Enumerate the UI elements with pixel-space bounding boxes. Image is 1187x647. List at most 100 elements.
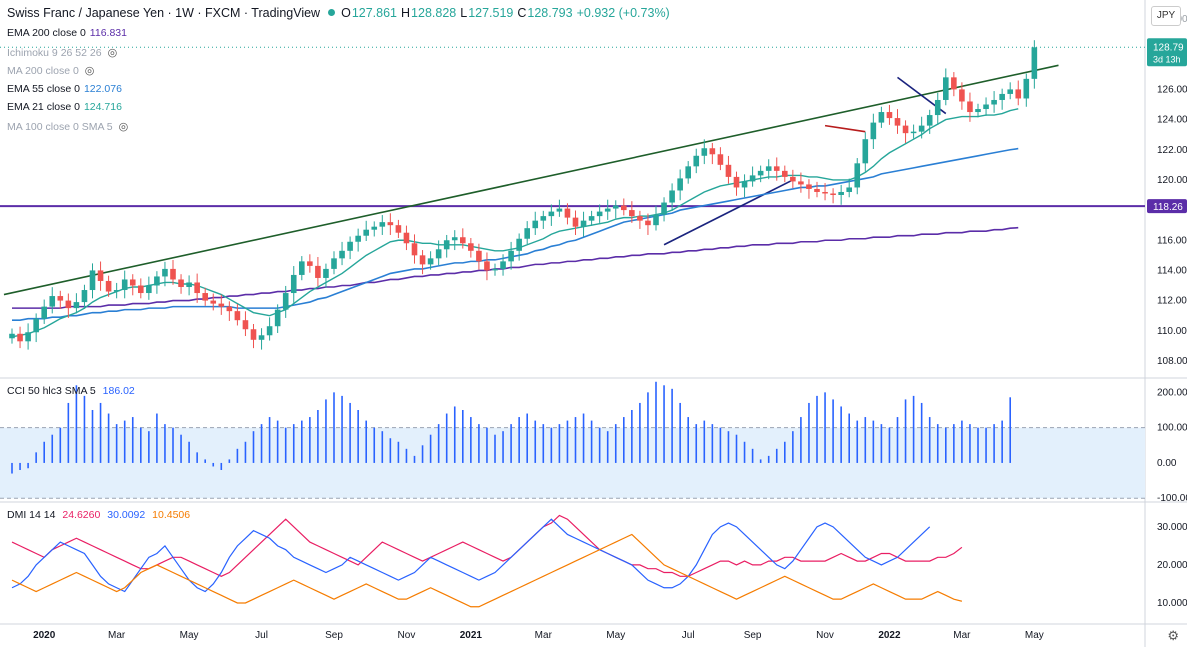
candle-body: [403, 232, 410, 244]
candle-body: [411, 243, 418, 256]
dmi-axis-tick: 30.000: [1157, 522, 1187, 533]
candle-body: [637, 216, 643, 221]
ema55-line: [12, 147, 1019, 321]
settings-gear-icon[interactable]: ⚙: [1167, 628, 1179, 643]
candle-body: [822, 191, 828, 194]
dmi-axis-tick: 10.000: [1157, 598, 1187, 609]
candle-body: [926, 115, 933, 126]
candle-body: [830, 193, 836, 195]
candle-body: [178, 279, 184, 288]
symbol-title: Swiss Franc / Japanese Yen · 1W · FXCM ·…: [7, 6, 321, 20]
trendline: [824, 124, 866, 133]
candle-body: [419, 255, 426, 265]
candle-body: [371, 226, 378, 230]
indicator-legend-row[interactable]: MA 200 close 0 ◎: [7, 64, 94, 77]
candle-body: [508, 250, 514, 262]
trendline: [3, 64, 1059, 296]
candle-body: [17, 333, 23, 342]
indicator-legend-row[interactable]: EMA 200 close 0 116.831: [7, 27, 127, 39]
candle-body: [202, 293, 208, 301]
candle-body: [757, 170, 764, 176]
time-axis-label: 2022: [878, 630, 901, 641]
candle-body: [427, 258, 434, 265]
time-axis-label: Nov: [816, 630, 834, 641]
ema200-line: [12, 226, 1019, 309]
candle-body: [661, 202, 667, 215]
candle-body: [918, 125, 925, 132]
candle-body: [186, 282, 192, 288]
candle-body: [476, 250, 482, 262]
candle-body: [73, 302, 80, 309]
price-axis-tick: 112.00: [1157, 296, 1187, 307]
candle-body: [57, 296, 64, 301]
indicator-legend-row[interactable]: EMA 55 close 0 122.076: [7, 83, 122, 95]
candle-body: [218, 303, 225, 307]
candle-body: [943, 77, 949, 100]
candle-body: [49, 296, 56, 307]
candle-body: [621, 205, 627, 211]
hidden-eye-icon[interactable]: ◎: [84, 65, 95, 78]
change-value: +0.932 (+0.73%): [576, 6, 670, 20]
candle-body: [331, 258, 337, 269]
candle-body: [886, 112, 893, 119]
candle-body: [967, 101, 973, 113]
cci-axis-tick: -100.00: [1157, 493, 1187, 504]
cci-band: [0, 427, 1145, 499]
candle-body: [234, 311, 241, 321]
candle-body: [669, 190, 675, 203]
price-badge-countdown: 3d 13h: [1153, 54, 1181, 64]
candle-body: [934, 99, 941, 116]
dmi-legend[interactable]: DMI 14 14 24.6260 30.0092 10.4506: [7, 509, 190, 521]
candle-body: [653, 214, 659, 226]
cci-legend[interactable]: CCI 50 hlc3 SMA 5 186.02: [7, 385, 135, 397]
price-axis-tick: 110.00: [1157, 326, 1187, 337]
candle-body: [138, 285, 144, 294]
candle-body: [556, 208, 563, 212]
dmi-plus-line: [11, 514, 963, 577]
candle-body: [902, 125, 909, 134]
candle-body: [524, 228, 530, 239]
candle-body: [910, 131, 917, 134]
indicator-label: Ichimoku 9 26 52 26: [7, 46, 102, 59]
time-axis-label: Nov: [398, 630, 416, 641]
level-badge: [1147, 199, 1187, 214]
time-axis-label: Sep: [325, 630, 343, 641]
indicator-legend-row[interactable]: Ichimoku 9 26 52 26 ◎: [7, 46, 117, 59]
candle-body: [765, 166, 772, 171]
indicator-legend-row[interactable]: EMA 21 close 0 124.716: [7, 101, 122, 113]
candle-body: [274, 309, 281, 327]
candle-body: [878, 112, 885, 123]
close-value: 128.793: [527, 6, 573, 20]
time-axis-label: 2020: [33, 630, 56, 641]
candle-body: [266, 326, 273, 336]
candle-body: [460, 237, 466, 244]
price-badge-price: 128.79: [1153, 42, 1184, 53]
low-label: L: [460, 6, 468, 20]
high-label: H: [401, 6, 411, 20]
candle-body: [516, 238, 522, 251]
price-axis-tick: 126.00: [1157, 84, 1187, 95]
currency-button[interactable]: JPY: [1151, 6, 1181, 26]
candle-body: [741, 181, 748, 188]
candle-body: [806, 184, 812, 189]
time-axis-label: Jul: [682, 630, 695, 641]
hidden-eye-icon[interactable]: ◎: [107, 46, 118, 59]
candle-body: [749, 175, 756, 182]
candle-body: [363, 229, 369, 236]
indicator-label: EMA 55 close 0: [7, 82, 80, 95]
candle-body: [250, 329, 257, 340]
candle-body: [1007, 89, 1013, 94]
time-axis-label: Sep: [744, 630, 762, 641]
hidden-eye-icon[interactable]: ◎: [118, 121, 129, 133]
candle-body: [500, 261, 506, 269]
time-axis-label: Mar: [108, 630, 126, 641]
dmi-plus-value: 24.6260: [62, 509, 101, 521]
candle-body: [782, 170, 788, 177]
candle-body: [701, 148, 708, 156]
candle-body: [97, 270, 104, 281]
indicator-legend-row[interactable]: MA 100 close 0 SMA 5 ◎: [7, 120, 128, 133]
open-label: O: [341, 6, 351, 20]
level-badge-price: 118.26: [1153, 202, 1183, 213]
candle-body: [379, 222, 386, 227]
